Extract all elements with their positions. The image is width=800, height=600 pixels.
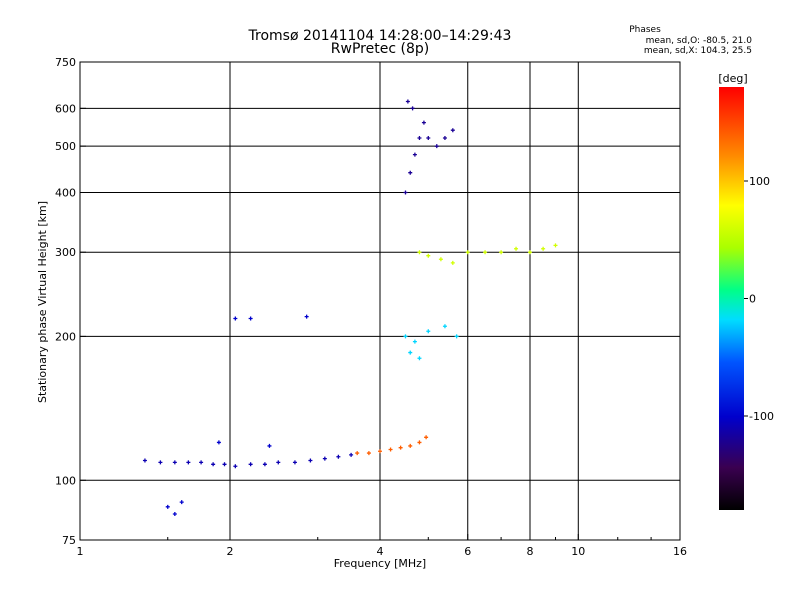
data-point	[304, 314, 309, 319]
data-point	[483, 250, 488, 255]
data-point	[262, 462, 267, 467]
data-point	[426, 253, 431, 258]
data-point	[199, 460, 204, 465]
data-point	[322, 456, 327, 461]
data-point	[417, 356, 422, 361]
data-point	[398, 445, 403, 450]
data-point	[142, 458, 147, 463]
data-point	[248, 462, 253, 467]
y-tick-label: 300	[55, 246, 76, 259]
data-point	[186, 460, 191, 465]
data-point	[541, 246, 546, 251]
data-point	[408, 350, 413, 355]
data-point	[426, 136, 431, 141]
data-point	[405, 99, 410, 104]
y-tick-label: 100	[55, 474, 76, 487]
colorbar-tick-label: -100	[749, 410, 774, 423]
data-point	[366, 451, 371, 456]
data-point	[528, 250, 532, 255]
series-o-mode-trace	[142, 452, 354, 469]
data-point	[172, 460, 177, 465]
x-tick-label: 1	[77, 545, 84, 558]
data-point	[403, 190, 408, 195]
data-point	[336, 454, 341, 459]
data-point	[248, 316, 253, 321]
data-point	[308, 458, 313, 463]
data-point	[179, 500, 184, 505]
data-point	[499, 250, 504, 255]
x-tick-label: 8	[527, 545, 534, 558]
data-point	[454, 334, 459, 339]
data-point	[355, 451, 360, 456]
y-tick-label: 500	[55, 140, 76, 153]
series-mid-height-cluster	[403, 324, 459, 361]
data-point	[417, 440, 422, 445]
colorbar-label: [deg]	[718, 72, 747, 85]
data-point	[378, 449, 382, 454]
data-point	[233, 464, 238, 469]
x-tick-label: 10	[571, 545, 585, 558]
x-tick-label: 2	[227, 545, 234, 558]
x-tick-label: 6	[464, 545, 471, 558]
series-echoes-near-300-km	[417, 243, 558, 265]
data-point	[388, 447, 393, 452]
phases-x-stats: mean, sd,X: 104.3, 25.5	[644, 46, 752, 56]
data-point	[222, 462, 227, 467]
y-tick-label: 200	[55, 330, 76, 343]
colorbar	[719, 87, 744, 510]
data-point	[276, 460, 281, 465]
series-scattered-low-echoes	[165, 314, 309, 517]
x-tick-label: 16	[673, 545, 687, 558]
y-axis-label: Stationary phase Virtual Height [km]	[36, 201, 49, 403]
data-point	[410, 106, 415, 111]
data-point	[442, 324, 447, 329]
data-point	[514, 246, 519, 251]
y-tick-label: 400	[55, 186, 76, 199]
data-point	[434, 144, 439, 149]
data-point	[412, 152, 417, 157]
data-point	[165, 504, 170, 509]
data-point	[417, 250, 422, 255]
y-tick-label: 600	[55, 102, 76, 115]
plot-area: 1 2 4 6 8 10 16 75 100 200 300 400 500 600 750	[55, 56, 687, 558]
series-x-mode-lower-trace	[355, 435, 429, 456]
series-f-region-near-500-km	[403, 99, 455, 195]
phases-o-stats: mean, sd,O: -80.5, 21.0	[646, 36, 753, 46]
data-point	[349, 452, 354, 457]
chart-title: Tromsø 20141104 14:28:00–14:29:43	[248, 28, 512, 44]
data-point	[211, 462, 216, 467]
data-point	[408, 443, 413, 448]
colorbar-ticks: 100 0 -100	[744, 175, 774, 423]
data-point	[267, 443, 272, 448]
data-point	[450, 260, 455, 265]
data-point	[216, 440, 221, 445]
data-point	[424, 435, 429, 440]
y-tick-label: 75	[62, 534, 76, 547]
x-axis-label: Frequency [MHz]	[334, 557, 426, 570]
data-point	[292, 460, 297, 465]
data-point	[450, 128, 455, 133]
data-point	[417, 136, 422, 141]
data-point	[408, 170, 413, 175]
chart-subtitle: RwPretec (8p)	[331, 41, 429, 57]
data-point	[442, 136, 447, 141]
data-point	[421, 120, 426, 125]
x-tick-label: 4	[377, 545, 384, 558]
data-point	[412, 339, 417, 344]
colorbar-tick-label: 0	[749, 293, 756, 306]
data-point	[426, 329, 431, 334]
colorbar-tick-label: 100	[749, 175, 770, 188]
data-point	[465, 250, 470, 255]
data-point	[158, 460, 163, 465]
data-point	[233, 316, 238, 321]
phases-heading: Phases	[629, 25, 661, 35]
data-point	[403, 334, 408, 339]
data-point	[172, 512, 177, 517]
data-point	[553, 243, 558, 248]
y-tick-label: 750	[55, 56, 76, 69]
data-point	[438, 257, 443, 262]
